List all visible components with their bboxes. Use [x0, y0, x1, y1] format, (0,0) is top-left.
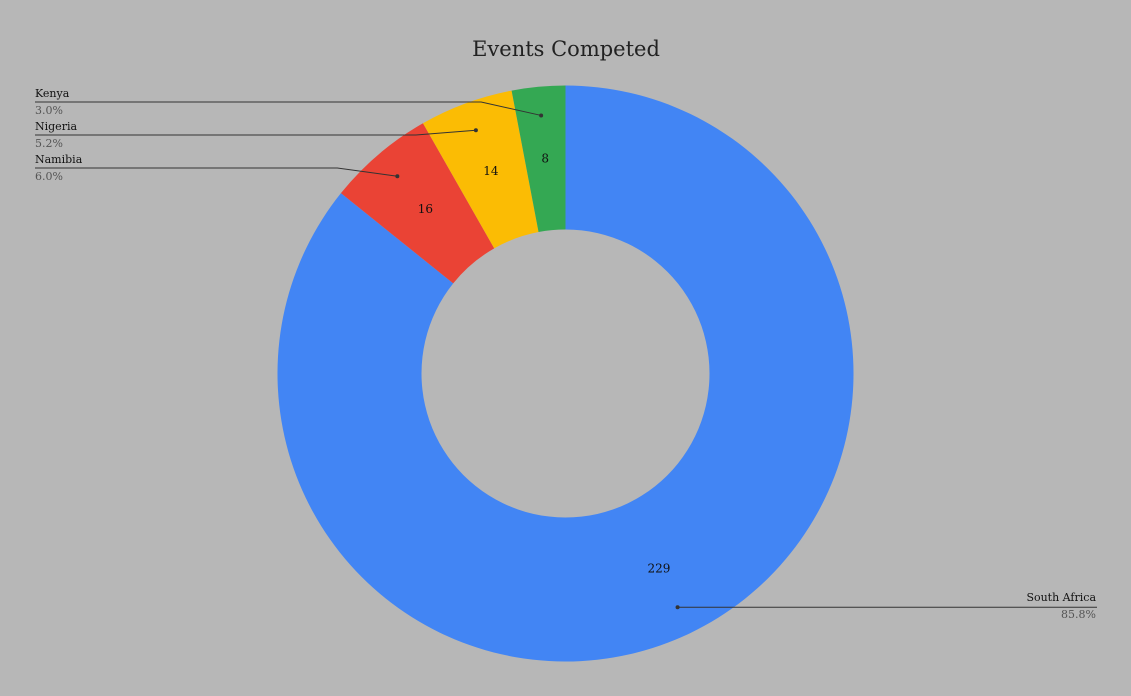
leader-line-nigeria [35, 129, 476, 136]
chart-title: Events Competed [472, 37, 660, 61]
leader-line-namibia [35, 167, 398, 177]
slice-namibia [340, 123, 495, 284]
callout-name-south-africa: South Africa [1026, 591, 1096, 604]
callout-percent-namibia: 6.0% [35, 170, 63, 183]
leader-lines-group [35, 101, 1097, 610]
slice-kenya [511, 85, 566, 233]
value-label-south-africa: 229 [647, 561, 670, 575]
labels-group: 229 South Africa 85.8% 16 Namibia 6.0% 14 Niger… [35, 87, 1096, 621]
value-label-nigeria: 14 [483, 164, 499, 178]
leader-dot-kenya [539, 113, 544, 118]
callout-percent-kenya: 3.0% [35, 104, 63, 117]
callout-percent-south-africa: 85.8% [1061, 608, 1096, 621]
callout-name-kenya: Kenya [35, 87, 70, 100]
callout-percent-nigeria: 5.2% [35, 137, 63, 150]
value-label-namibia: 16 [418, 202, 433, 216]
value-label-kenya: 8 [541, 151, 549, 165]
slices-group [277, 85, 854, 662]
slice-nigeria [422, 90, 539, 249]
leader-line-kenya [35, 101, 542, 116]
callout-name-namibia: Namibia [35, 153, 83, 166]
leader-dot-nigeria [473, 128, 478, 133]
slice-south-africa [277, 85, 854, 662]
leader-dot-namibia [395, 174, 400, 179]
leader-dot-south-africa [675, 605, 680, 610]
callout-name-nigeria: Nigeria [35, 120, 77, 133]
